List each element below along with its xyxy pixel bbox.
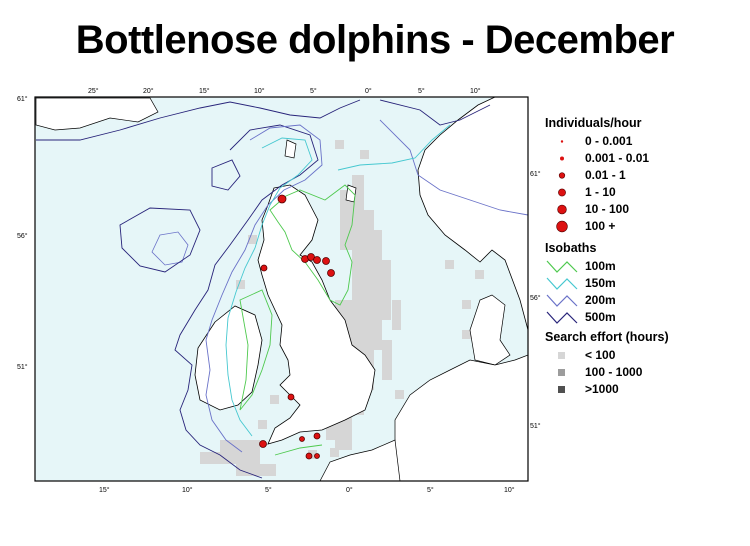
isobath-100m bbox=[239, 184, 356, 456]
land-rockall bbox=[151, 231, 189, 266]
legend-effort: Search effort (hours) < 100 100 - 1000 >… bbox=[545, 330, 745, 398]
map-legend: Individuals/hour 0 - 0.001 0.001 - 0.01 … bbox=[545, 116, 745, 402]
isobath-line-icon bbox=[546, 311, 578, 324]
legend-item: 150m bbox=[545, 275, 745, 292]
top-tick: 25° bbox=[88, 87, 99, 95]
bottom-tick: 5° bbox=[265, 486, 272, 494]
map-title: Bottlenose dolphins - December bbox=[75, 18, 675, 62]
top-tick: 15° bbox=[199, 87, 210, 95]
legend-item: 10 - 100 bbox=[545, 201, 745, 218]
legend-item: 0.01 - 1 bbox=[545, 167, 745, 184]
sighting-dot bbox=[327, 269, 335, 277]
sighting-dots bbox=[259, 194, 335, 460]
sighting-dot bbox=[305, 452, 313, 460]
land-denmark bbox=[469, 294, 511, 366]
legend-label: < 100 bbox=[585, 348, 616, 362]
right-tick: 56° bbox=[530, 294, 541, 302]
left-tick: 51° bbox=[17, 363, 28, 371]
sighting-dot bbox=[313, 432, 321, 440]
effort-square-icon bbox=[558, 352, 565, 359]
bottom-tick: 10° bbox=[182, 486, 193, 494]
dot-size-icon bbox=[560, 156, 564, 161]
graticule-labels: 25° 20° 15° 10° 5° 0° 5° 10° 15° 10° 5° … bbox=[17, 87, 541, 494]
map-frame bbox=[34, 96, 529, 482]
isobath-line-icon bbox=[546, 294, 578, 307]
isobaths bbox=[36, 99, 529, 479]
legend-label: 100m bbox=[585, 259, 616, 273]
legend-label: 150m bbox=[585, 276, 616, 290]
legend-item: 1 - 10 bbox=[545, 184, 745, 201]
legend-item: 500m bbox=[545, 309, 745, 326]
top-tick: 0° bbox=[365, 87, 372, 95]
legend-isobaths: Isobaths 100m 150m 200m 500m bbox=[545, 241, 745, 326]
dot-size-icon bbox=[558, 172, 566, 179]
legend-item: 0 - 0.001 bbox=[545, 133, 745, 150]
legend-item: 100 + bbox=[545, 218, 745, 235]
bottom-tick: 15° bbox=[99, 486, 110, 494]
sighting-dot bbox=[259, 440, 267, 448]
legend-label: 100 - 1000 bbox=[585, 365, 643, 379]
isobath-500m bbox=[36, 99, 361, 479]
isobath-200m bbox=[205, 119, 529, 453]
legend-label: 1 - 10 bbox=[585, 185, 616, 199]
legend-item: >1000 bbox=[545, 381, 745, 398]
legend-item: 100 - 1000 bbox=[545, 364, 745, 381]
legend-individuals: Individuals/hour 0 - 0.001 0.001 - 0.01 … bbox=[545, 116, 745, 235]
legend-label: 100 + bbox=[585, 219, 616, 233]
legend-item: 0.001 - 0.01 bbox=[545, 150, 745, 167]
isobath-line-icon bbox=[546, 260, 578, 273]
legend-label: 0.01 - 1 bbox=[585, 168, 626, 182]
top-tick: 10° bbox=[470, 87, 481, 95]
effort-square-icon bbox=[558, 369, 565, 376]
sighting-dot bbox=[277, 194, 287, 204]
sighting-dot bbox=[322, 257, 330, 265]
left-tick: 61° bbox=[17, 95, 28, 103]
legend-label: 0.001 - 0.01 bbox=[585, 151, 650, 165]
effort-square-icon bbox=[558, 386, 565, 393]
isobath-150m bbox=[225, 124, 451, 437]
isobath-500m-banks bbox=[119, 99, 491, 273]
top-tick: 20° bbox=[143, 87, 154, 95]
legend-label: 10 - 100 bbox=[585, 202, 630, 216]
land-scandinavia bbox=[417, 96, 529, 331]
sighting-dot bbox=[313, 256, 321, 264]
top-tick: 10° bbox=[254, 87, 265, 95]
legend-label: 200m bbox=[585, 293, 616, 307]
legend-heading: Individuals/hour bbox=[545, 116, 642, 130]
top-tick: 5° bbox=[310, 87, 317, 95]
sighting-dot bbox=[260, 264, 268, 272]
legend-item: 100m bbox=[545, 258, 745, 275]
legend-heading: Isobaths bbox=[545, 241, 597, 255]
land-faroes bbox=[284, 139, 297, 159]
bottom-tick: 5° bbox=[427, 486, 434, 494]
land-iceland bbox=[35, 97, 159, 131]
legend-label: 500m bbox=[585, 310, 616, 324]
dot-size-icon bbox=[556, 220, 568, 233]
legend-item: < 100 bbox=[545, 347, 745, 364]
legend-label: >1000 bbox=[585, 382, 619, 396]
legend-label: 0 - 0.001 bbox=[585, 134, 633, 148]
isobath-line-icon bbox=[546, 277, 578, 290]
left-tick: 56° bbox=[17, 232, 28, 240]
dot-size-icon bbox=[558, 188, 566, 197]
right-tick: 51° bbox=[530, 422, 541, 430]
sighting-dot bbox=[314, 453, 320, 459]
top-tick: 5° bbox=[418, 87, 425, 95]
legend-item: 200m bbox=[545, 292, 745, 309]
sighting-dot bbox=[299, 436, 305, 442]
right-tick: 61° bbox=[530, 170, 541, 178]
bottom-tick: 0° bbox=[346, 486, 353, 494]
sighting-dot bbox=[287, 393, 295, 401]
legend-heading: Search effort (hours) bbox=[545, 330, 669, 344]
bottom-tick: 10° bbox=[504, 486, 515, 494]
dot-size-icon bbox=[560, 140, 564, 143]
dot-size-icon bbox=[557, 204, 567, 215]
sighting-dot bbox=[307, 253, 315, 261]
land-great-britain bbox=[257, 184, 376, 445]
